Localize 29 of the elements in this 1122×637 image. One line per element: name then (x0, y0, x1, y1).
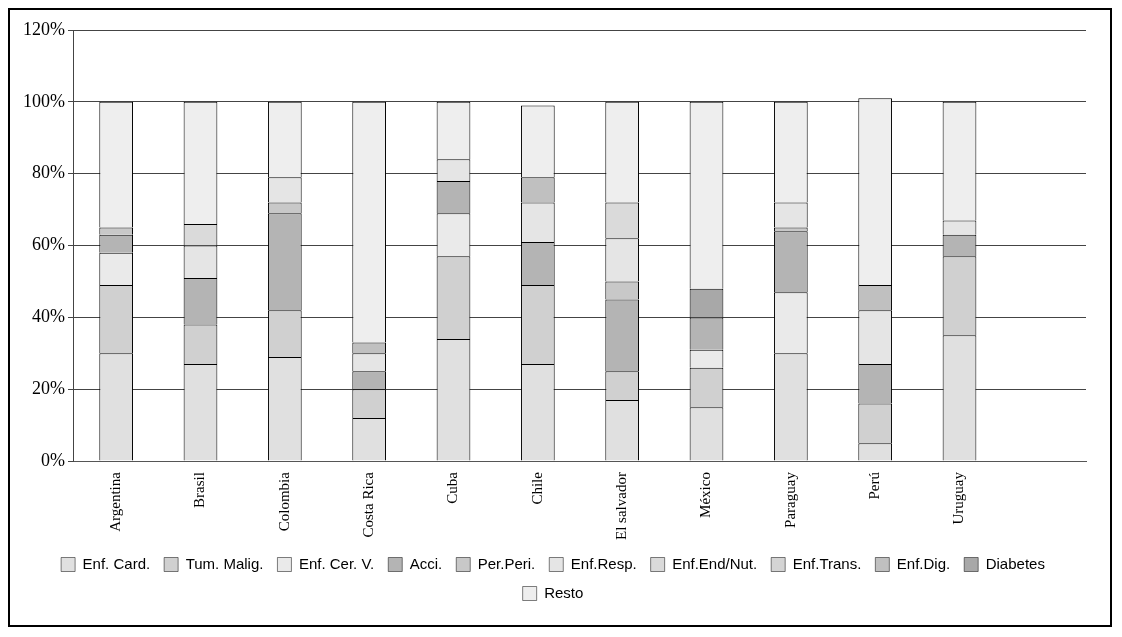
x-tick-label: Perú (866, 471, 883, 500)
y-tick-label: 60% (31, 234, 65, 255)
legend-label: Enf.End/Nut. (672, 554, 758, 572)
x-tick-label: Cuba (444, 471, 461, 504)
x-tick-label: Uruguay (950, 471, 967, 525)
legend-label: Per.Peri. (477, 554, 536, 572)
y-tick-label: 80% (31, 162, 65, 183)
y-tick-label: 120% (22, 18, 65, 39)
legend-label: Diabetes (985, 554, 1045, 572)
x-tick-label: Colombia (275, 471, 292, 532)
legend-label: Resto (544, 583, 584, 601)
legend-label: Acci. (409, 554, 443, 572)
legend-label: Enf.Resp. (570, 554, 637, 572)
y-tick-label: 20% (31, 377, 65, 398)
x-tick-label: Chile (528, 471, 545, 505)
x-tick-label: México (697, 472, 714, 518)
x-tick-label: Paraguay (781, 471, 798, 528)
y-tick-label: 100% (22, 90, 65, 111)
legend-label: Tum. Malig. (185, 554, 264, 572)
legend-label: Enf.Dig. (896, 554, 951, 572)
x-tick-label: Brasil (191, 472, 208, 508)
y-tick-label: 40% (31, 306, 65, 327)
x-tick-label: Argentina (107, 471, 124, 532)
x-tick-label: El salvador (613, 472, 630, 541)
legend-label: Enf.Trans. (792, 554, 862, 572)
legend-label: Enf. Card. (82, 554, 151, 572)
y-tick-label: 0% (40, 449, 65, 470)
legend-label: Enf. Cer. V. (298, 554, 375, 572)
x-tick-label: Costa Rica (360, 471, 377, 538)
